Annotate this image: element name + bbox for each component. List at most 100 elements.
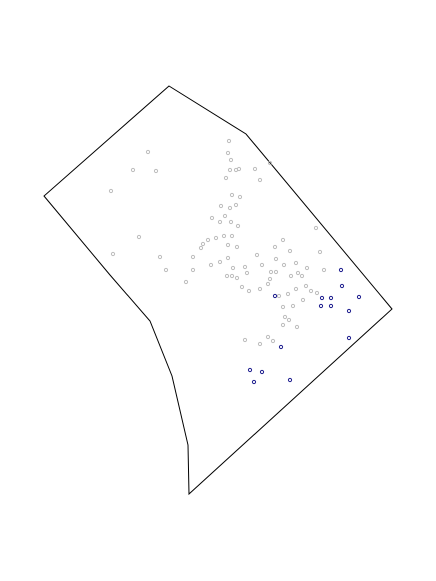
map-point-gray (280, 304, 286, 310)
map-point-gray (229, 192, 235, 198)
map-point-gray (228, 157, 234, 163)
map-point-gray (314, 290, 320, 296)
map-point-gray (200, 241, 206, 247)
map-point-gray (273, 269, 279, 275)
map-point-gray (303, 283, 309, 289)
map-point-gray (252, 166, 258, 172)
map-point-blue (278, 344, 284, 350)
map-point-gray (242, 264, 248, 270)
map-point-gray (213, 235, 219, 241)
map-point-gray (295, 270, 301, 276)
map-point-gray (265, 334, 271, 340)
map-point-gray (244, 270, 250, 276)
map-point-gray (237, 194, 243, 200)
map-point-blue (356, 294, 362, 300)
map-point-gray (281, 262, 287, 268)
map-point-blue (259, 369, 265, 375)
map-point-blue (346, 335, 352, 341)
map-point-gray (276, 293, 282, 299)
map-point-gray (267, 276, 273, 282)
map-point-gray (321, 267, 327, 273)
map-point-gray (254, 252, 260, 258)
map-point-gray (225, 255, 231, 261)
map-point-gray (145, 149, 151, 155)
map-point-gray (163, 267, 169, 273)
map-point-gray (282, 314, 288, 320)
map-point-gray (222, 213, 228, 219)
map-point-gray (234, 244, 240, 250)
map-point-gray (288, 273, 294, 279)
map-point-gray (217, 259, 223, 265)
map-point-gray (285, 291, 291, 297)
map-point-gray (136, 234, 142, 240)
map-point-blue (247, 367, 253, 373)
map-point-gray (236, 166, 242, 172)
map-point-gray (273, 256, 279, 262)
map-point-blue (328, 303, 334, 309)
map-point-gray (294, 324, 300, 330)
map-point-gray (293, 260, 299, 266)
map-point-blue (272, 293, 278, 299)
map-point-gray (224, 273, 230, 279)
map-point-gray (230, 265, 236, 271)
point-layer-blue (247, 267, 362, 385)
map-point-blue (339, 283, 345, 289)
map-point-gray (235, 223, 241, 229)
map-point-gray (234, 275, 240, 281)
map-point-gray (259, 262, 265, 268)
map-point-blue (338, 267, 344, 273)
map-point-gray (130, 167, 136, 173)
map-point-gray (226, 138, 232, 144)
map-point-gray (257, 341, 263, 347)
map-point-gray (268, 269, 274, 275)
map-point-gray (313, 225, 319, 231)
map-point-gray (286, 317, 292, 323)
map-point-gray (280, 322, 286, 328)
point-layer-gray (108, 138, 327, 347)
map-point-gray (300, 297, 306, 303)
map-point-gray (227, 205, 233, 211)
map-point-gray (217, 219, 223, 225)
map-point-gray (299, 273, 305, 279)
map-point-gray (265, 281, 271, 287)
map-point-blue (328, 295, 334, 301)
map-point-gray (304, 265, 310, 271)
map-point-gray (290, 303, 296, 309)
region-boundary (43, 85, 393, 496)
map-point-blue (251, 379, 257, 385)
map-point-gray (246, 288, 252, 294)
map-point-gray (270, 338, 276, 344)
map-point-gray (110, 251, 116, 257)
map-point-gray (225, 150, 231, 156)
map-point-gray (225, 242, 231, 248)
map-point-gray (267, 160, 273, 166)
map-point-gray (257, 286, 263, 292)
map-point-gray (229, 233, 235, 239)
map-point-gray (208, 262, 214, 268)
map-point-blue (319, 295, 325, 301)
map-point-gray (221, 233, 227, 239)
map-point-gray (198, 245, 204, 251)
map-point-gray (229, 273, 235, 279)
map-point-gray (153, 168, 159, 174)
map-point-gray (280, 237, 286, 243)
map-point-gray (317, 249, 323, 255)
map-point-gray (308, 288, 314, 294)
map-point-blue (318, 303, 324, 309)
map-point-gray (227, 167, 233, 173)
map-point-gray (205, 237, 211, 243)
map-point-gray (257, 177, 263, 183)
map-point-blue (287, 377, 293, 383)
map-point-gray (242, 337, 248, 343)
map-point-gray (228, 219, 234, 225)
map-point-gray (223, 175, 229, 181)
map-point-gray (239, 284, 245, 290)
map-point-gray (190, 267, 196, 273)
map-point-gray (293, 286, 299, 292)
map-point-blue (346, 308, 352, 314)
map-point-gray (183, 279, 189, 285)
map-point-gray (190, 254, 196, 260)
map-point-gray (157, 254, 163, 260)
map-point-gray (287, 248, 293, 254)
